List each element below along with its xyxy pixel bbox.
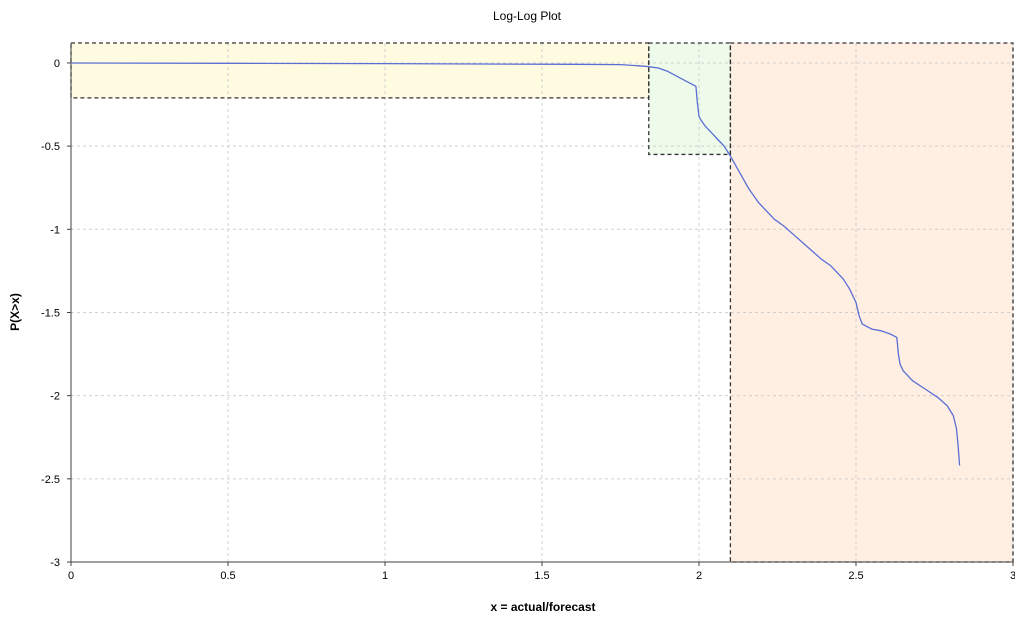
series-line-1 [70,62,961,466]
y-tick-label: -0.5 [41,141,60,153]
region-border-3 [729,42,1014,563]
y-tick-label: -2.5 [41,474,60,486]
y-tick-label: -3 [50,557,60,569]
axes [67,43,1014,566]
x-tick-label: 0.5 [220,570,235,582]
region-borders [70,42,1014,563]
region-border-2 [648,42,732,156]
y-tick-label: -1 [50,224,60,236]
highlight-regions [71,43,1013,562]
x-tick-label: 0 [68,570,74,582]
x-tick-label: 1 [382,570,388,582]
region-fill-2 [648,43,731,155]
x-tick-label: 2.5 [848,570,863,582]
chart-title: Log-Log Plot [493,9,562,23]
tick-labels: 0 0.5 1 1.5 2 2.5 3 0 -0.5 -1 -1.5 -2 -2.5 -3 [41,58,1015,582]
region-fill-1 [71,43,649,98]
y-tick-label: 0 [54,58,60,70]
x-axis-title: x = actual/forecast [490,600,595,614]
x-tick-label: 2 [696,570,702,582]
x-tick-label: 3 [1010,570,1015,582]
series-layer [70,62,961,466]
x-tick-label: 1.5 [534,570,549,582]
region-fill-3 [730,43,1013,562]
y-tick-label: -2 [50,391,60,403]
y-tick-label: -1.5 [41,307,60,319]
y-axis-title: P(X>x) [8,293,22,331]
